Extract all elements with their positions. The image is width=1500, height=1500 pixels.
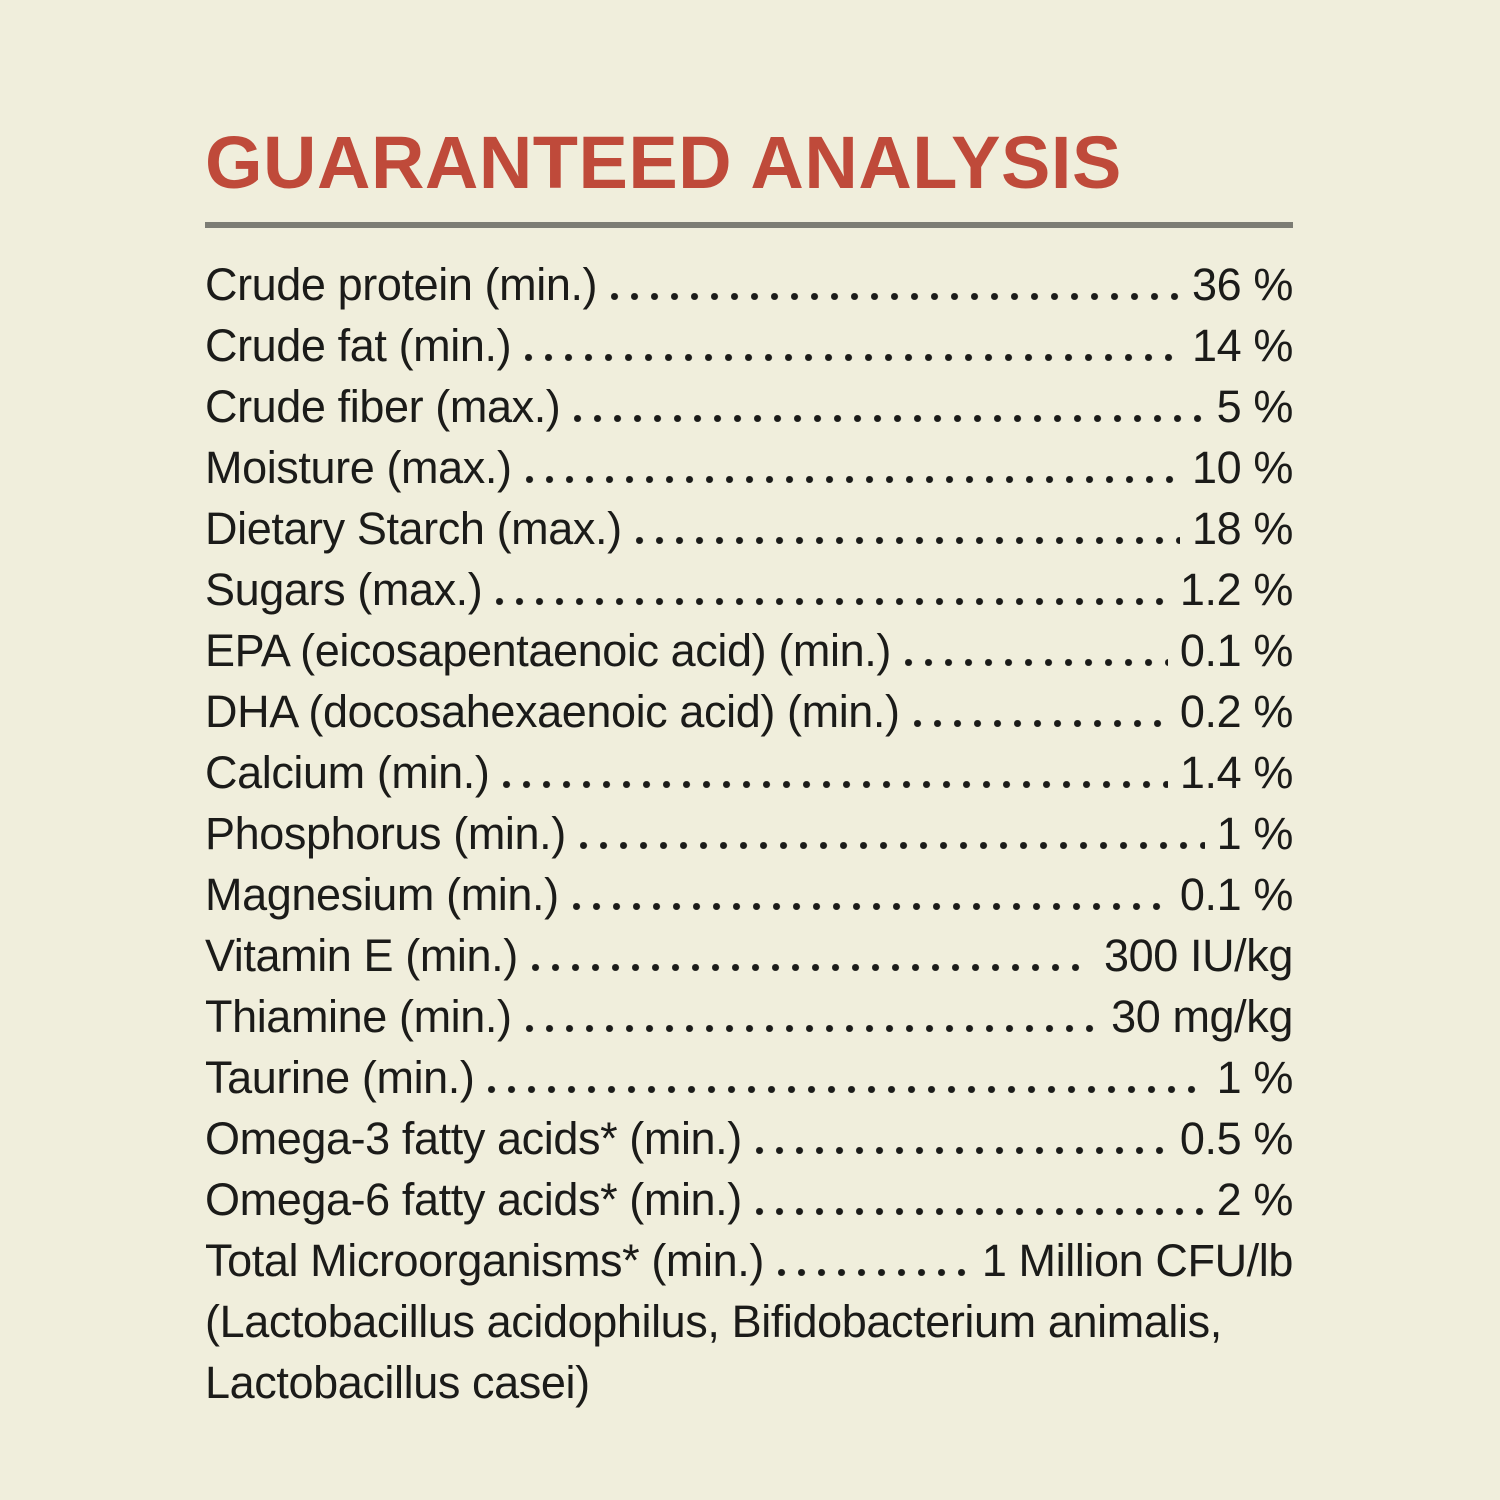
nutrient-value: 0.2 % (1179, 686, 1293, 737)
nutrient-label: Sugars (max.) (205, 564, 483, 615)
nutrient-label: Crude fat (min.) (205, 320, 512, 371)
analysis-row: Phosphorus (min.) 1 % (205, 803, 1293, 864)
nutrient-label: Omega-6 fatty acids* (min.) (205, 1174, 742, 1225)
dot-leader (572, 903, 1168, 910)
analysis-row: Magnesium (min.) 0.1 % (205, 864, 1293, 925)
analysis-row: Moisture (max.) 10 % (205, 437, 1293, 498)
microorganisms-detail: (Lactobacillus acidophilus, Bifidobacter… (205, 1296, 1222, 1408)
dot-leader (777, 1269, 970, 1276)
dot-leader (531, 964, 1092, 971)
nutrient-label: Calcium (min.) (205, 747, 490, 798)
dot-leader (496, 598, 1168, 605)
nutrient-label: Thiamine (min.) (205, 991, 512, 1042)
dot-leader (503, 781, 1168, 788)
analysis-row: Total Microorganisms* (min.) 1 Million CF… (205, 1230, 1293, 1291)
analysis-row: Omega-3 fatty acids* (min.) 0.5 % (205, 1108, 1293, 1169)
analysis-row: Crude protein (min.) 36 % (205, 254, 1293, 315)
nutrient-value: 2 % (1216, 1174, 1294, 1225)
nutrient-value: 300 IU/kg (1103, 930, 1293, 981)
nutrient-value: 1.2 % (1179, 564, 1293, 615)
analysis-list: Crude protein (min.) 36 % Crude fat (min.)… (205, 254, 1293, 1291)
dot-leader (525, 1025, 1100, 1032)
dot-leader (525, 476, 1181, 483)
nutrient-value: 1.4 % (1179, 747, 1293, 798)
dot-leader (913, 720, 1168, 727)
analysis-row: Thiamine (min.) 30 mg/kg (205, 986, 1293, 1047)
dot-leader (525, 354, 1181, 361)
analysis-row: DHA (docosahexaenoic acid) (min.) 0.2 % (205, 681, 1293, 742)
nutrient-value: 14 % (1192, 320, 1293, 371)
title-underline (205, 222, 1293, 228)
dot-leader (488, 1086, 1205, 1093)
nutrient-label: Magnesium (min.) (205, 869, 559, 920)
dot-leader (904, 659, 1168, 666)
page-title: GUARANTEED ANALYSIS (205, 121, 1122, 204)
dot-leader (611, 293, 1181, 300)
nutrient-value: 0.1 % (1179, 625, 1293, 676)
nutrient-value: 36 % (1192, 259, 1293, 310)
analysis-row: Crude fiber (max.) 5 % (205, 376, 1293, 437)
dot-leader (635, 537, 1181, 544)
analysis-row: Dietary Starch (max.) 18 % (205, 498, 1293, 559)
nutrient-label: Moisture (max.) (205, 442, 512, 493)
nutrient-label: EPA (eicosapentaenoic acid) (min.) (205, 625, 891, 676)
analysis-row: Vitamin E (min.) 300 IU/kg (205, 925, 1293, 986)
dot-leader (755, 1147, 1168, 1154)
nutrient-value: 1 Million CFU/lb (981, 1235, 1294, 1286)
dot-leader (579, 842, 1205, 849)
analysis-row: Sugars (max.) 1.2 % (205, 559, 1293, 620)
nutrient-label: Taurine (min.) (205, 1052, 475, 1103)
dot-leader (755, 1208, 1205, 1215)
nutrient-label: Crude protein (min.) (205, 259, 598, 310)
nutrient-label: DHA (docosahexaenoic acid) (min.) (205, 686, 900, 737)
nutrient-value: 1 % (1216, 808, 1294, 859)
nutrient-value: 10 % (1192, 442, 1293, 493)
nutrient-label: Crude fiber (max.) (205, 381, 561, 432)
analysis-row: Omega-6 fatty acids* (min.) 2 % (205, 1169, 1293, 1230)
nutrient-label: Total Microorganisms* (min.) (205, 1235, 764, 1286)
nutrient-value: 0.1 % (1179, 869, 1293, 920)
nutrient-label: Dietary Starch (max.) (205, 503, 622, 554)
nutrient-label: Phosphorus (min.) (205, 808, 566, 859)
analysis-row: Taurine (min.) 1 % (205, 1047, 1293, 1108)
nutrient-value: 0.5 % (1179, 1113, 1293, 1164)
analysis-row: EPA (eicosapentaenoic acid) (min.) 0.1 % (205, 620, 1293, 681)
analysis-row: Crude fat (min.) 14 % (205, 315, 1293, 376)
nutrient-value: 5 % (1216, 381, 1294, 432)
nutrient-value: 18 % (1192, 503, 1293, 554)
analysis-row: Calcium (min.) 1.4 % (205, 742, 1293, 803)
dot-leader (574, 415, 1205, 422)
nutrient-label: Omega-3 fatty acids* (min.) (205, 1113, 742, 1164)
nutrient-value: 30 mg/kg (1111, 991, 1293, 1042)
nutrient-label: Vitamin E (min.) (205, 930, 518, 981)
nutrient-value: 1 % (1216, 1052, 1294, 1103)
